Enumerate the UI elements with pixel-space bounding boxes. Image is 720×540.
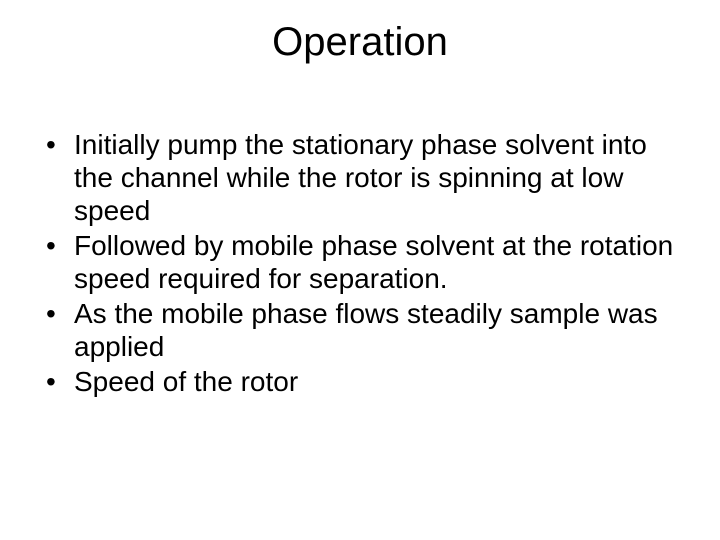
bullet-list: Initially pump the stationary phase solv… [40, 128, 680, 398]
list-item: As the mobile phase flows steadily sampl… [40, 297, 680, 363]
list-item: Followed by mobile phase solvent at the … [40, 229, 680, 295]
slide: Operation Initially pump the stationary … [0, 0, 720, 540]
slide-title: Operation [0, 20, 720, 65]
list-item: Speed of the rotor [40, 365, 680, 398]
list-item: Initially pump the stationary phase solv… [40, 128, 680, 227]
slide-body: Initially pump the stationary phase solv… [40, 128, 680, 400]
